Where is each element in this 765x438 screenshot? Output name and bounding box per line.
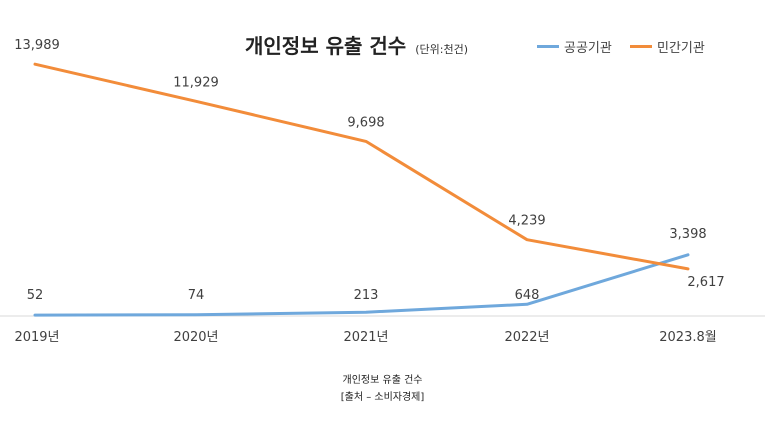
data-label-private-0: 13,989 — [14, 38, 60, 53]
legend-label-private: 민간기관 — [657, 41, 705, 56]
x-tick-label: 2020년 — [173, 330, 218, 345]
data-label-private-4: 2,617 — [687, 275, 724, 290]
chart-title-text: 개인정보 유출 건수 — [245, 34, 407, 58]
legend-swatch-private — [630, 45, 652, 48]
series-line-public — [33, 253, 690, 317]
legend-swatch-public — [537, 45, 559, 48]
x-tick-label: 2023.8월 — [659, 330, 716, 345]
x-tick-label: 2019년 — [14, 330, 59, 345]
data-label-public-4: 3,398 — [669, 227, 706, 242]
chart-plot: 52 74 213 648 3,398 13,989 11,929 9,698 4,239 2,6… — [0, 38, 765, 345]
caption-source: [출처 – 소비자경제] — [340, 392, 425, 403]
x-tick-label: 2022년 — [504, 330, 549, 345]
data-label-private-2: 9,698 — [347, 115, 384, 130]
legend-label-public: 공공기관 — [564, 41, 612, 56]
chart-title: 개인정보 유출 건수 (단위:천건) — [245, 30, 468, 59]
data-label-private-3: 4,239 — [508, 214, 545, 229]
data-label-public-1: 74 — [188, 288, 205, 303]
data-label-private-1: 11,929 — [173, 75, 219, 90]
caption-title: 개인정보 유출 건수 — [342, 375, 423, 386]
x-tick-label: 2021년 — [343, 330, 388, 345]
data-label-public-2: 213 — [354, 288, 379, 303]
legend-item-private: 민간기관 — [630, 37, 705, 56]
series-line-private — [33, 62, 690, 271]
legend-item-public: 공공기관 — [537, 37, 612, 56]
data-label-public-3: 648 — [515, 288, 540, 303]
chart-unit-note: (단위:천건) — [415, 43, 469, 56]
data-label-public-0: 52 — [27, 288, 44, 303]
